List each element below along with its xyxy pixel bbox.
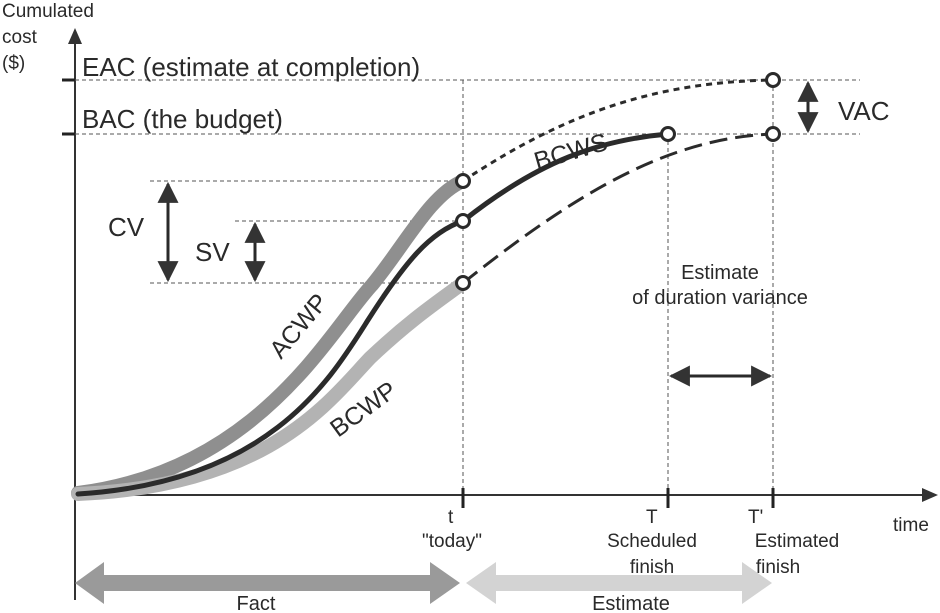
today-caption: "today": [422, 531, 482, 552]
bac-label: BAC (the budget): [82, 104, 283, 134]
scheduled-caption-line-1: Scheduled: [607, 531, 697, 552]
vac-label: VAC: [838, 96, 890, 126]
bcws-today-node: [455, 213, 471, 229]
x-axis: [75, 488, 938, 502]
duration-note-line-1: Estimate: [681, 262, 759, 284]
guide-lines: [75, 79, 860, 495]
acwp-today-node: [455, 173, 471, 189]
estimated-caption-line-2: finish: [756, 557, 800, 578]
sv-label: SV: [195, 237, 230, 267]
bcwp-curve: [71, 276, 470, 501]
today-symbol: t: [448, 507, 454, 528]
x-axis-label: time: [893, 515, 929, 536]
bac-estimated-node: [765, 126, 781, 142]
duration-note-line-2: of duration variance: [632, 287, 808, 309]
cv-label: CV: [108, 212, 145, 242]
acwp-forecast: [462, 78, 774, 183]
eac-label: EAC (estimate at completion): [82, 52, 420, 82]
bcwp-forecast: [462, 132, 774, 285]
y-axis-label-line-2: cost: [2, 27, 38, 48]
y-axis-label-line-1: Cumulated: [2, 1, 94, 22]
bcwp-today-node: [455, 275, 471, 291]
bac-scheduled-node: [660, 126, 676, 142]
estimate-label: Estimate: [592, 593, 670, 613]
y-axis: [68, 28, 82, 600]
scheduled-symbol: T: [646, 507, 658, 528]
y-axis-label-line-3: ($): [2, 53, 25, 74]
fact-arrow: [75, 562, 460, 604]
estimate-arrow: [466, 562, 772, 604]
scheduled-caption-line-2: finish: [630, 557, 674, 578]
eac-estimated-node: [765, 72, 781, 88]
bcws-curve: [75, 131, 671, 497]
estimated-symbol: T': [748, 507, 763, 528]
acwp-curve: [71, 174, 470, 500]
fact-label: Fact: [237, 593, 276, 613]
estimated-caption-line-1: Estimated: [755, 531, 839, 552]
